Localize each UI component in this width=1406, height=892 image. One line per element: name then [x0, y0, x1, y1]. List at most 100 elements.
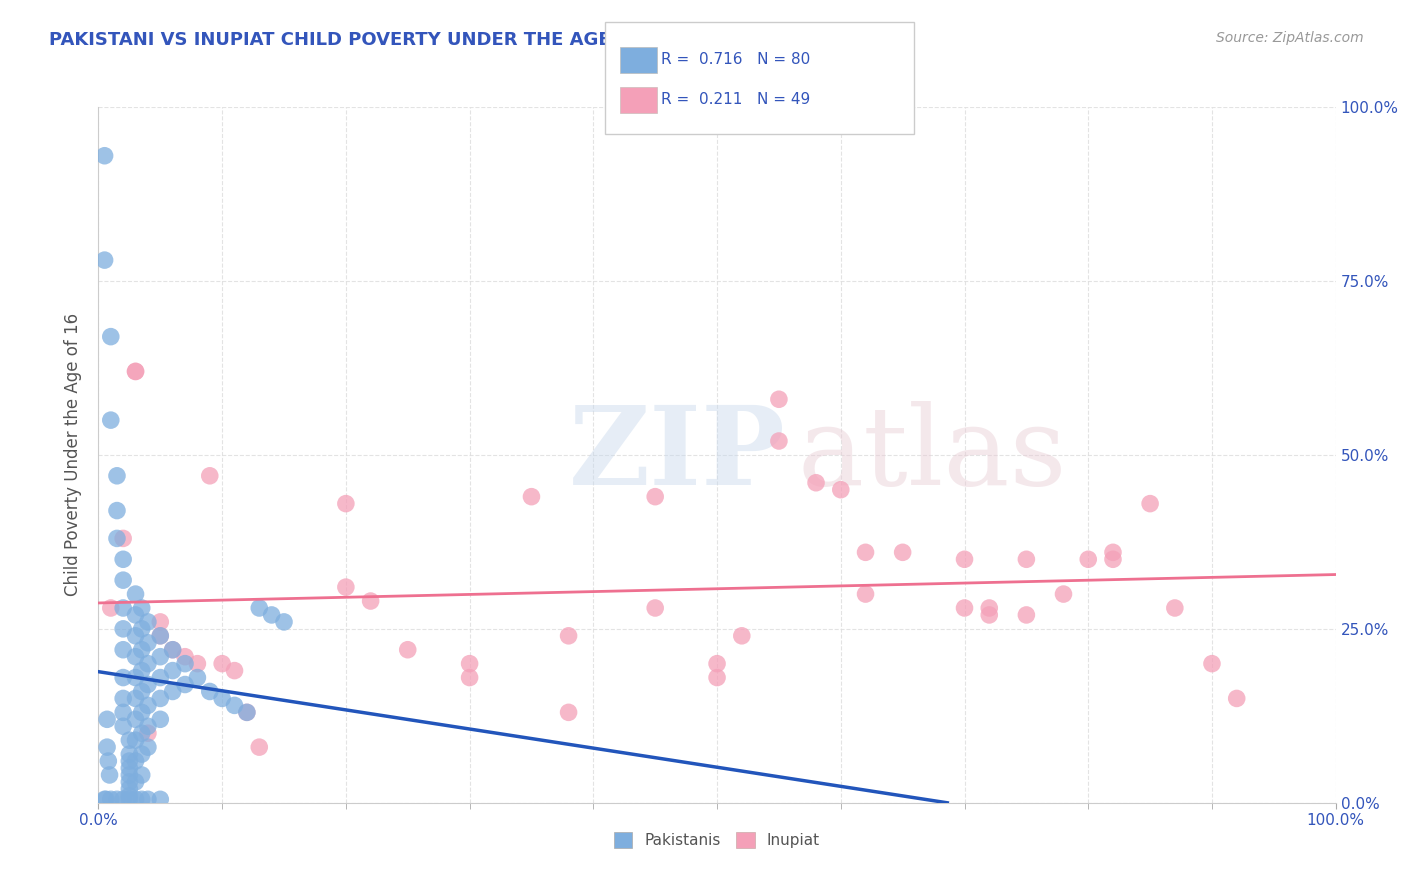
Point [96, 740, 118, 755]
Point [162, 664, 184, 678]
Point [112, 706, 135, 720]
Point [644, 601, 666, 615]
Point [149, 629, 172, 643]
Point [335, 497, 357, 511]
Point [118, 789, 141, 803]
Point [768, 434, 790, 448]
Point [731, 629, 754, 643]
Point [131, 792, 153, 806]
Point [124, 364, 146, 378]
Text: R =  0.211   N = 49: R = 0.211 N = 49 [661, 93, 810, 107]
Point [149, 615, 172, 629]
Text: PAKISTANI VS INUPIAT CHILD POVERTY UNDER THE AGE OF 16 CORRELATION CHART: PAKISTANI VS INUPIAT CHILD POVERTY UNDER… [49, 31, 897, 49]
Point [105, 503, 128, 517]
Point [112, 642, 135, 657]
Point [112, 573, 135, 587]
Point [557, 706, 579, 720]
Legend: Pakistanis, Inupiat: Pakistanis, Inupiat [607, 826, 827, 855]
Point [131, 642, 153, 657]
Point [105, 468, 128, 483]
Point [124, 754, 146, 768]
Point [131, 768, 153, 782]
Point [112, 671, 135, 685]
Point [211, 691, 233, 706]
Point [162, 642, 184, 657]
Point [93, 792, 115, 806]
Point [198, 684, 221, 698]
Point [186, 671, 208, 685]
Point [891, 545, 914, 559]
Point [112, 532, 135, 546]
Point [830, 483, 852, 497]
Point [1164, 601, 1187, 615]
Point [124, 607, 146, 622]
Point [118, 747, 141, 761]
Point [131, 726, 153, 740]
Point [360, 594, 382, 608]
Point [458, 671, 481, 685]
Point [136, 719, 159, 733]
Point [131, 622, 153, 636]
Point [247, 740, 270, 755]
Point [98, 768, 121, 782]
Point [118, 768, 141, 782]
Point [396, 642, 419, 657]
Point [149, 691, 172, 706]
Point [149, 792, 172, 806]
Point [131, 684, 153, 698]
Point [112, 601, 135, 615]
Text: atlas: atlas [797, 401, 1067, 508]
Point [1052, 587, 1074, 601]
Point [124, 792, 146, 806]
Point [1015, 552, 1038, 566]
Point [174, 657, 197, 671]
Point [162, 642, 184, 657]
Point [118, 754, 141, 768]
Point [136, 615, 159, 629]
Point [273, 615, 295, 629]
Point [136, 636, 159, 650]
Point [149, 629, 172, 643]
Point [1226, 691, 1249, 706]
Point [247, 601, 270, 615]
Point [335, 580, 357, 594]
Point [149, 649, 172, 664]
Point [105, 532, 128, 546]
Point [136, 792, 159, 806]
Point [136, 657, 159, 671]
Point [124, 629, 146, 643]
Point [1102, 552, 1125, 566]
Point [979, 607, 1001, 622]
Point [236, 706, 259, 720]
Point [112, 792, 135, 806]
Point [118, 761, 141, 775]
Point [149, 712, 172, 726]
Point [112, 552, 135, 566]
Point [149, 671, 172, 685]
Point [131, 664, 153, 678]
Point [236, 706, 259, 720]
Point [136, 698, 159, 713]
Point [131, 601, 153, 615]
Point [706, 671, 728, 685]
Point [124, 671, 146, 685]
Point [124, 649, 146, 664]
Point [198, 468, 221, 483]
Text: Source: ZipAtlas.com: Source: ZipAtlas.com [1216, 31, 1364, 45]
Point [136, 740, 159, 755]
Point [644, 490, 666, 504]
Point [804, 475, 827, 490]
Point [118, 775, 141, 789]
Point [124, 775, 146, 789]
Point [520, 490, 543, 504]
Point [174, 649, 197, 664]
Point [93, 253, 115, 268]
Point [97, 754, 120, 768]
Point [100, 792, 122, 806]
Point [124, 733, 146, 747]
Point [1077, 552, 1099, 566]
Point [96, 712, 118, 726]
Point [94, 792, 117, 806]
Point [706, 657, 728, 671]
Point [1139, 497, 1161, 511]
